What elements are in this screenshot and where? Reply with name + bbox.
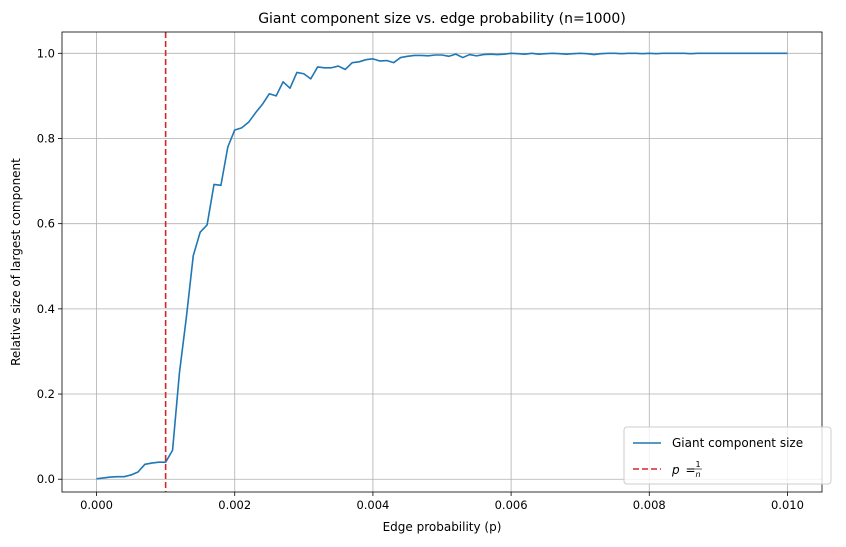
ticks: 0.000 0.002 0.004 0.006 0.008 0.010 0.0 0.2 0.4 0… — [37, 46, 804, 512]
legend: Giant component size p = 1 n — [623, 426, 832, 485]
legend-label-threshold-den: n — [695, 470, 700, 479]
y-tick-label: 0.0 — [37, 472, 55, 486]
series-line-giant-component — [96, 52, 788, 480]
legend-label-threshold-eq: = — [685, 463, 695, 477]
legend-label-threshold: p = — [671, 463, 696, 477]
x-tick-label: 0.002 — [218, 498, 251, 512]
x-tick-label: 0.010 — [771, 498, 804, 512]
axes-frame — [61, 31, 823, 493]
legend-box — [623, 426, 832, 485]
y-axis-label: Relative size of largest component — [9, 158, 23, 366]
y-tick-label: 0.2 — [37, 387, 55, 401]
x-tick-label: 0.008 — [633, 498, 666, 512]
legend-label-threshold-var: p — [671, 463, 680, 477]
y-tick-label: 0.8 — [37, 131, 55, 145]
legend-label-giant-component: Giant component size — [672, 436, 803, 450]
y-tick-label: 0.6 — [37, 217, 55, 231]
x-axis-label: Edge probability (p) — [383, 520, 502, 534]
plot-area — [96, 32, 788, 492]
y-tick-label: 1.0 — [37, 46, 55, 60]
chart-title: Giant component size vs. edge probabilit… — [258, 11, 626, 27]
grid — [62, 32, 822, 492]
x-tick-label: 0.006 — [495, 498, 528, 512]
y-tick-label: 0.4 — [37, 302, 55, 316]
legend-label-threshold-num: 1 — [695, 460, 700, 469]
x-tick-label: 0.000 — [80, 498, 113, 512]
x-tick-label: 0.004 — [356, 498, 389, 512]
